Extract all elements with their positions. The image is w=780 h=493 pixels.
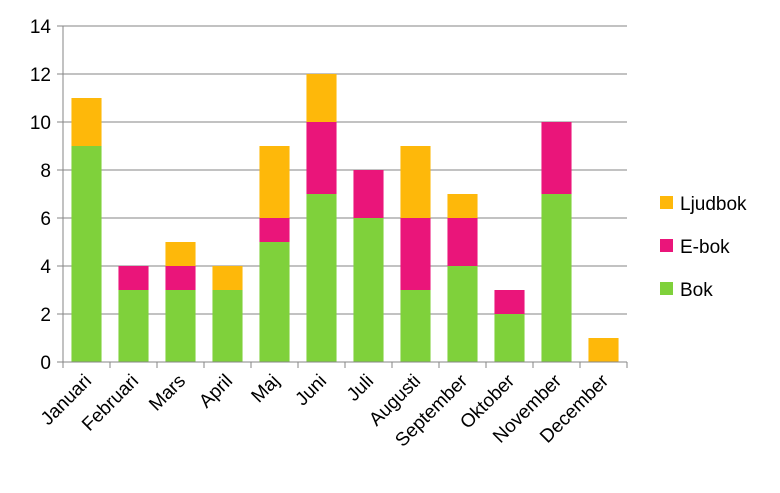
y-tick-label: 0	[40, 353, 51, 374]
y-tick-label: 10	[30, 113, 51, 134]
bar-e-bok-juli	[353, 170, 384, 218]
legend-label-e-bok: E-bok	[680, 237, 730, 258]
y-tick-label: 14	[30, 17, 52, 38]
axes	[57, 25, 628, 368]
bar-e-bok-november	[541, 122, 572, 194]
bar-ljudbok-september	[447, 194, 478, 218]
bar-ljudbok-januari	[71, 98, 102, 146]
y-tick-label: 12	[30, 65, 51, 86]
legend: Ljudbok E-bok Bok	[660, 194, 747, 301]
y-tick-label: 6	[40, 209, 51, 230]
bar-e-bok-maj	[259, 218, 290, 242]
bar-e-bok-augusti	[400, 218, 431, 290]
bar-ljudbok-maj	[259, 146, 290, 218]
bar-bok-september	[447, 266, 478, 362]
bar-ljudbok-april	[212, 266, 243, 290]
x-tick-label: Mars	[145, 371, 190, 416]
bar-bok-juli	[353, 218, 384, 362]
bar-e-bok-oktober	[494, 290, 525, 314]
bar-bok-mars	[165, 290, 196, 362]
bar-bok-juni	[306, 194, 337, 362]
bar-e-bok-juni	[306, 122, 337, 194]
x-tick-label: Juni	[292, 371, 331, 410]
x-tick-label: Maj	[248, 371, 285, 408]
bar-e-bok-mars	[165, 266, 196, 290]
bar-ljudbok-augusti	[400, 146, 431, 218]
bar-e-bok-februari	[118, 266, 149, 290]
bar-bok-januari	[71, 146, 102, 362]
bar-ljudbok-mars	[165, 242, 196, 266]
x-tick-label: Juli	[343, 371, 378, 406]
y-tick-label: 4	[40, 257, 51, 278]
y-tick-labels: 0 2 4 6 8 10 12 14	[30, 17, 52, 374]
bar-e-bok-september	[447, 218, 478, 266]
legend-swatch-e-bok	[660, 239, 673, 252]
x-tick-label: April	[195, 371, 237, 413]
bar-bok-november	[541, 194, 572, 362]
y-tick-label: 8	[40, 161, 51, 182]
y-tick-label: 2	[40, 305, 51, 326]
legend-label-bok: Bok	[680, 280, 713, 301]
gridlines	[63, 25, 627, 315]
bar-bok-maj	[259, 242, 290, 362]
bar-ljudbok-juni	[306, 74, 337, 122]
bar-bok-april	[212, 290, 243, 362]
bar-bok-augusti	[400, 290, 431, 362]
legend-swatch-bok	[660, 282, 673, 295]
bar-bok-oktober	[494, 314, 525, 362]
bar-ljudbok-december	[588, 338, 619, 362]
bars	[71, 74, 619, 362]
legend-label-ljudbok: Ljudbok	[680, 194, 747, 215]
legend-swatch-ljudbok	[660, 196, 673, 209]
bar-bok-februari	[118, 290, 149, 362]
